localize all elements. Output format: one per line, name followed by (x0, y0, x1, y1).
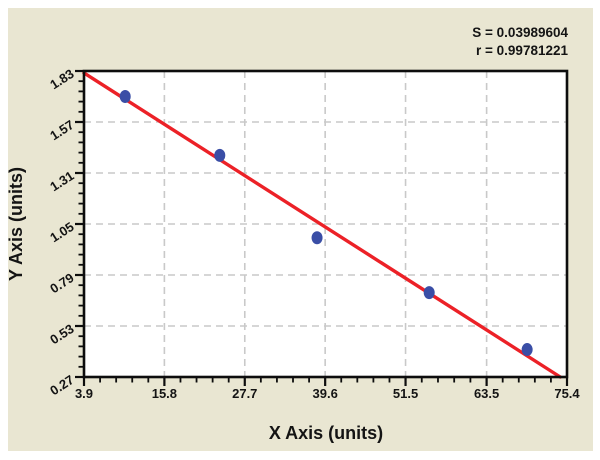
data-point (214, 148, 226, 162)
x-tick-label: 27.7 (232, 386, 257, 401)
data-point (119, 90, 131, 103)
x-tick-label: 3.9 (75, 386, 93, 401)
x-tick-label: 63.5 (474, 386, 499, 401)
fit-line (82, 71, 562, 379)
plot-frame (82, 69, 569, 379)
x-tick-label: 39.6 (313, 386, 338, 401)
y-tick-label: 1.83 (47, 66, 76, 92)
stat-correlation: r = 0.99781221 (476, 43, 568, 58)
y-tick-label: 1.31 (47, 168, 76, 194)
y-tick-label: 0.53 (47, 321, 76, 347)
y-tick-label: 0.27 (47, 372, 76, 398)
x-tick-label: 15.8 (152, 386, 177, 401)
data-point (423, 286, 435, 300)
y-axis-title: Y Axis (units) (6, 167, 26, 281)
y-tick-label: 1.05 (47, 219, 76, 245)
stat-standard-error: S = 0.03989604 (472, 25, 568, 40)
x-tick-label: 75.4 (554, 386, 580, 401)
data-point (521, 343, 533, 357)
x-tick-label: 51.5 (393, 386, 418, 401)
y-tick-label: 0.79 (47, 270, 76, 296)
y-tick-label: 1.57 (47, 117, 76, 143)
plot-generated-layer: 3.9 15.8 27.7 39.6 51.5 63.5 75.4 0.27 0.53 0.79 1… (47, 66, 580, 401)
x-axis-title: X Axis (units) (269, 423, 383, 443)
data-point (311, 231, 323, 245)
